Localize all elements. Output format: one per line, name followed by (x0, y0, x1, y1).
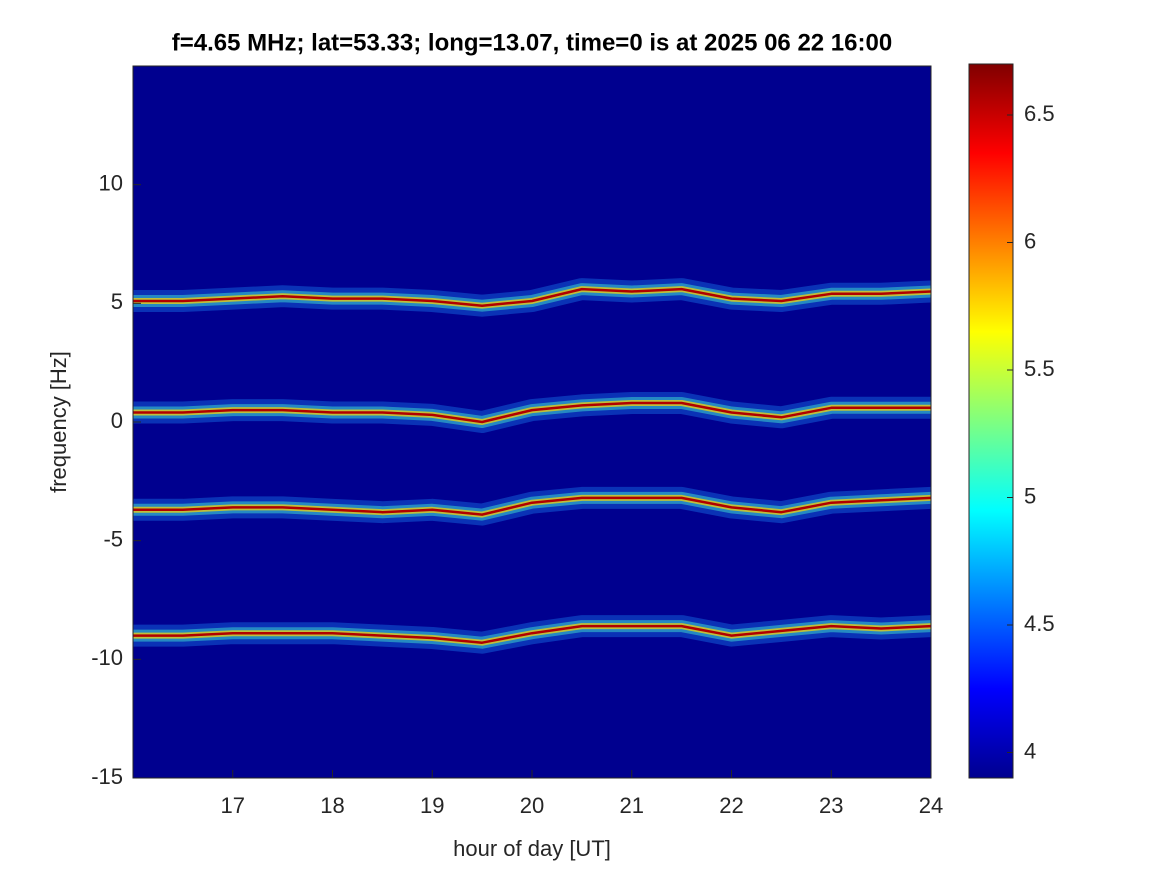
y-axis-label: frequency [Hz] (46, 351, 71, 493)
trace (133, 496, 931, 516)
y-tick-label: -15 (91, 764, 123, 789)
colorbar-tick-label: 4 (1024, 738, 1036, 763)
x-tick-label: 17 (221, 793, 245, 818)
colorbar-tick-label: 6 (1024, 228, 1036, 253)
trace (133, 624, 931, 644)
plot-area (133, 66, 931, 778)
x-tick-label: 23 (819, 793, 843, 818)
x-tick-label: 18 (320, 793, 344, 818)
y-tick-label: -5 (103, 526, 123, 551)
y-tick-label: 0 (111, 408, 123, 433)
trace (133, 287, 931, 307)
trace (133, 401, 931, 424)
colorbar (968, 63, 1014, 779)
traces (133, 278, 931, 654)
y-tick-label: 5 (111, 289, 123, 314)
colorbar-tick-label: 4.5 (1024, 611, 1055, 636)
colorbar-tick-label: 5 (1024, 483, 1036, 508)
y-tick-label: -10 (91, 645, 123, 670)
y-tick-label: 10 (99, 170, 123, 195)
colorbar-tick-label: 6.5 (1024, 101, 1055, 126)
x-tick-label: 21 (620, 793, 644, 818)
x-axis-label: hour of day [UT] (453, 836, 611, 861)
x-tick-label: 20 (520, 793, 544, 818)
x-tick-label: 24 (919, 793, 943, 818)
chart-title: f=4.65 MHz; lat=53.33; long=13.07, time=… (172, 29, 892, 56)
x-tick-label: 22 (719, 793, 743, 818)
colorbar-tick-label: 5.5 (1024, 356, 1055, 381)
x-tick-label: 19 (420, 793, 444, 818)
